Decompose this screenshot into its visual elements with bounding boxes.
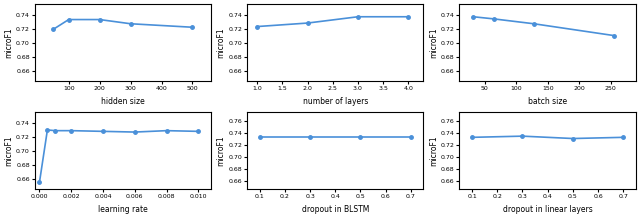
Y-axis label: microF1: microF1 — [216, 136, 225, 166]
Y-axis label: microF1: microF1 — [429, 27, 438, 58]
Y-axis label: microF1: microF1 — [4, 136, 13, 166]
Y-axis label: microF1: microF1 — [216, 27, 225, 58]
Y-axis label: microF1: microF1 — [4, 27, 13, 58]
X-axis label: hidden size: hidden size — [101, 97, 145, 106]
Y-axis label: microF1: microF1 — [429, 136, 438, 166]
X-axis label: number of layers: number of layers — [303, 97, 368, 106]
X-axis label: batch size: batch size — [528, 97, 567, 106]
X-axis label: learning rate: learning rate — [98, 205, 148, 214]
X-axis label: dropout in BLSTM: dropout in BLSTM — [301, 205, 369, 214]
X-axis label: dropout in linear layers: dropout in linear layers — [503, 205, 593, 214]
